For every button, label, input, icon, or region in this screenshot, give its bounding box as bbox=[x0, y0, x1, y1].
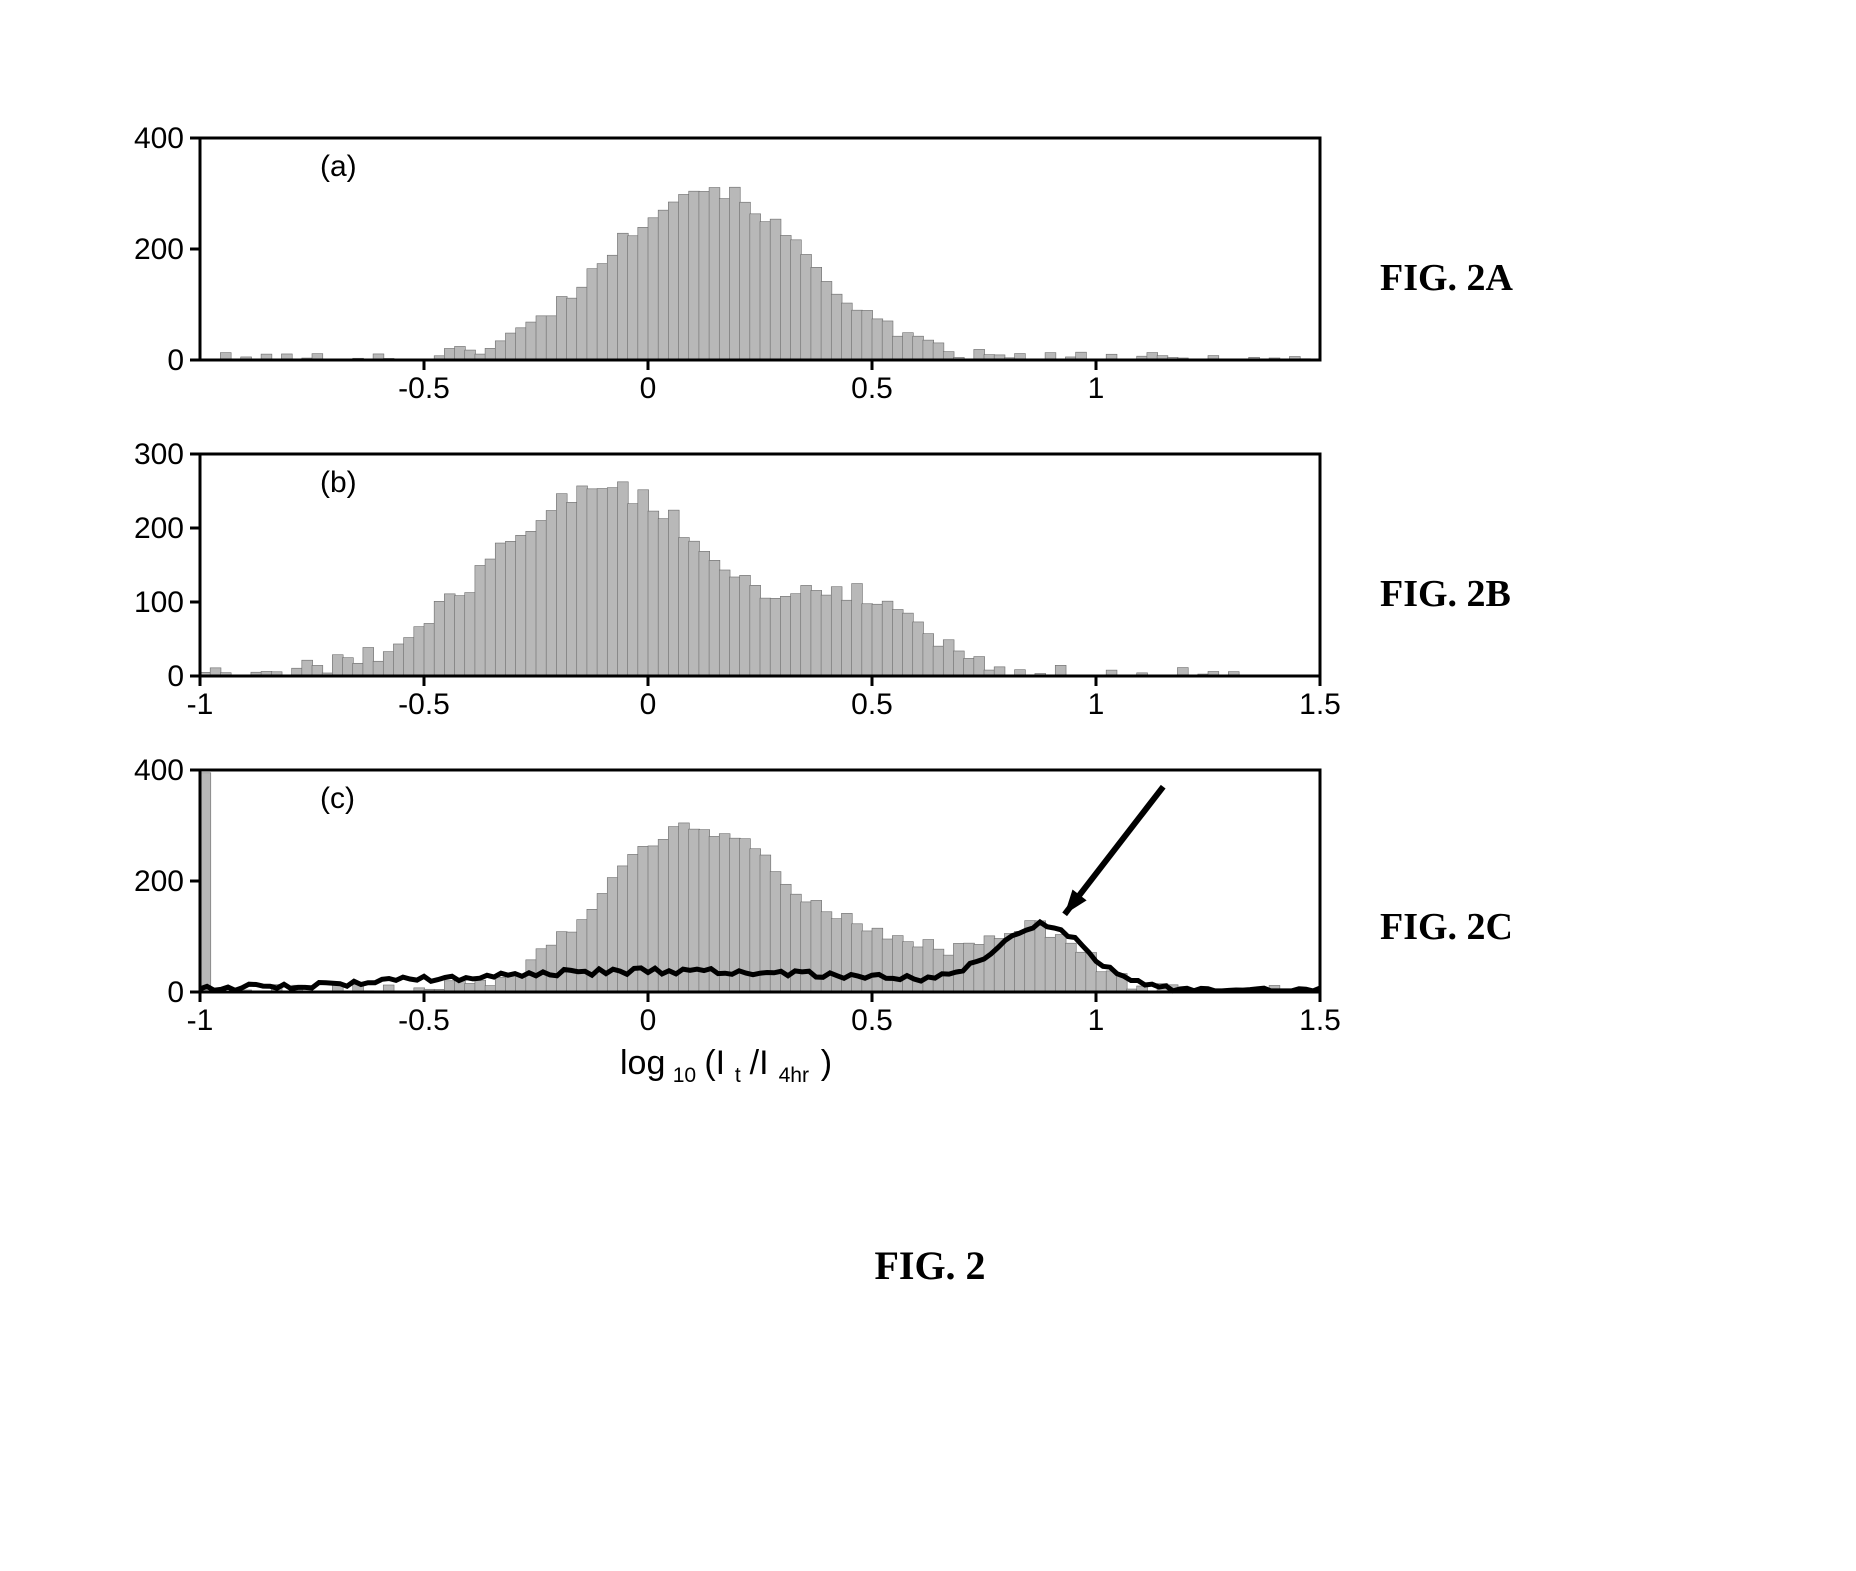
xtick-label: -1 bbox=[187, 1004, 214, 1037]
xtick-label: 1 bbox=[1088, 372, 1105, 405]
x-axis-label: log 10 (I t/I 4hr) bbox=[620, 1044, 832, 1087]
xtick-label: 0.5 bbox=[851, 1004, 893, 1037]
panel-side-label: FIG. 2B bbox=[1380, 572, 1511, 616]
histogram-bars bbox=[200, 773, 1321, 992]
ytick-label: 0 bbox=[167, 660, 184, 693]
ytick-label: 200 bbox=[134, 865, 184, 898]
xtick-label: 1 bbox=[1088, 1004, 1105, 1037]
figure-2: 0200400-0.500.51(a)FIG. 2A0100200300-1-0… bbox=[120, 120, 1740, 1289]
ytick-label: 200 bbox=[134, 512, 184, 545]
ytick-label: 100 bbox=[134, 586, 184, 619]
xtick-label: 0 bbox=[640, 372, 657, 405]
svg-text:log: log bbox=[620, 1044, 665, 1082]
ytick-label: 0 bbox=[167, 344, 184, 377]
histogram-bars bbox=[220, 187, 1310, 360]
chart-panel-a: 0 200 400 -0.5 0 0.5 1 (a) bbox=[120, 120, 1340, 436]
ytick-label: 200 bbox=[134, 233, 184, 266]
figure-main-caption: FIG. 2 bbox=[120, 1242, 1740, 1289]
xtick-label: 0.5 bbox=[851, 372, 893, 405]
ytick-label: 0 bbox=[167, 976, 184, 1009]
svg-text:/I: /I bbox=[750, 1044, 769, 1082]
ytick-label: 400 bbox=[134, 122, 184, 155]
xtick-label: 0 bbox=[640, 688, 657, 721]
svg-text:10: 10 bbox=[673, 1064, 696, 1087]
histogram-bars bbox=[200, 482, 1249, 676]
xtick-label: 0.5 bbox=[851, 688, 893, 721]
svg-text:(I: (I bbox=[704, 1044, 725, 1082]
panel-row-a: 0 200 400 -0.5 0 0.5 1 (a) FIG. 2A bbox=[120, 120, 1740, 436]
panel-side-label: FIG. 2C bbox=[1380, 905, 1513, 949]
xtick-label: 1.5 bbox=[1299, 688, 1340, 721]
svg-text:): ) bbox=[821, 1044, 832, 1082]
xtick-label: -0.5 bbox=[398, 1004, 450, 1037]
ytick-label: 400 bbox=[134, 754, 184, 787]
xtick-label: 0 bbox=[640, 1004, 657, 1037]
svg-text:4hr: 4hr bbox=[779, 1064, 809, 1087]
panel-letter: (c) bbox=[320, 782, 355, 815]
xtick-label: -1 bbox=[187, 688, 214, 721]
panel-side-label: FIG. 2A bbox=[1380, 256, 1513, 300]
chart-panel-c: 0 200 400 -1 -0.5 0 0.5 1 1.5 (c) log 10 (I t/I 4hr) bbox=[120, 752, 1340, 1102]
xtick-label: -0.5 bbox=[398, 688, 450, 721]
xtick-label: 1 bbox=[1088, 688, 1105, 721]
xtick-label: 1.5 bbox=[1299, 1004, 1340, 1037]
chart-panel-b: 0 100 200 300 -1 -0.5 0 0.5 1 1.5 (b) bbox=[120, 436, 1340, 752]
panel-row-b: 0 100 200 300 -1 -0.5 0 0.5 1 1.5 (b) FIG. 2B bbox=[120, 436, 1740, 752]
panel-row-c: 0 200 400 -1 -0.5 0 0.5 1 1.5 (c) log 10 (I t/I 4hr) FI… bbox=[120, 752, 1740, 1102]
xtick-label: -0.5 bbox=[398, 372, 450, 405]
svg-text:t: t bbox=[735, 1064, 741, 1087]
ytick-label: 300 bbox=[134, 438, 184, 471]
panel-letter: (b) bbox=[320, 466, 357, 499]
panel-letter: (a) bbox=[320, 150, 357, 183]
